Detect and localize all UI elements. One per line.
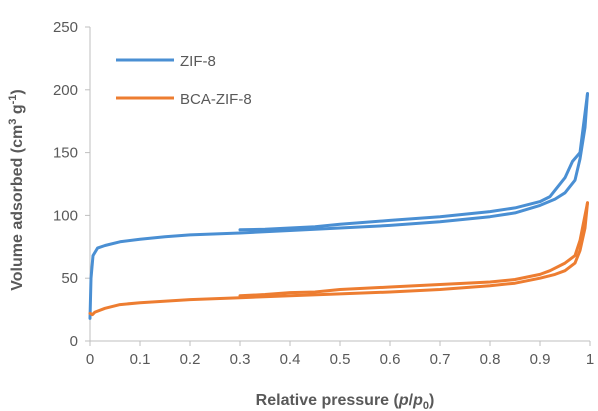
y-tick-label: 200 [53,82,78,99]
y-axis-ticks: 0 50 100 150 200 250 [53,19,90,350]
legend-label-zif-8: ZIF-8 [180,53,216,70]
series-zif-8-adsorption-line [88,92,589,320]
x-tick-label: 0.3 [230,351,251,368]
series-zif-8-desorption-line [238,92,589,232]
x-tick-label: 0.5 [330,351,351,368]
x-tick-label: 0.8 [480,351,501,368]
y-tick-label: 0 [70,333,78,350]
x-tick-label: 1 [586,351,594,368]
x-tick-label: 0.7 [430,351,451,368]
legend-label-bca-zif-8: BCA-ZIF-8 [180,91,252,108]
x-tick-label: 0.9 [530,351,551,368]
legend: ZIF-8 BCA-ZIF-8 [116,53,252,108]
y-tick-label: 100 [53,207,78,224]
y-axis-title: Volume adsorbed (cm3 g-1) [7,89,26,290]
series-bca-zif-8-adsorption-line [88,201,589,317]
x-tick-label: 0.1 [130,351,151,368]
series-layer [88,92,589,320]
x-tick-label: 0 [86,351,94,368]
y-tick-label: 150 [53,145,78,162]
x-tick-label: 0.6 [380,351,401,368]
y-tick-label: 250 [53,19,78,36]
x-axis-ticks: 0 0.1 0.2 0.3 0.4 0.5 0.6 0.7 0.8 0.9 1 [86,341,594,368]
y-tick-label: 50 [61,270,78,287]
x-axis-title: Relative pressure (p/p0) [256,392,435,411]
x-tick-label: 0.4 [280,351,301,368]
x-tick-label: 0.2 [180,351,201,368]
series-bca-zif-8-desorption-line [238,201,589,298]
